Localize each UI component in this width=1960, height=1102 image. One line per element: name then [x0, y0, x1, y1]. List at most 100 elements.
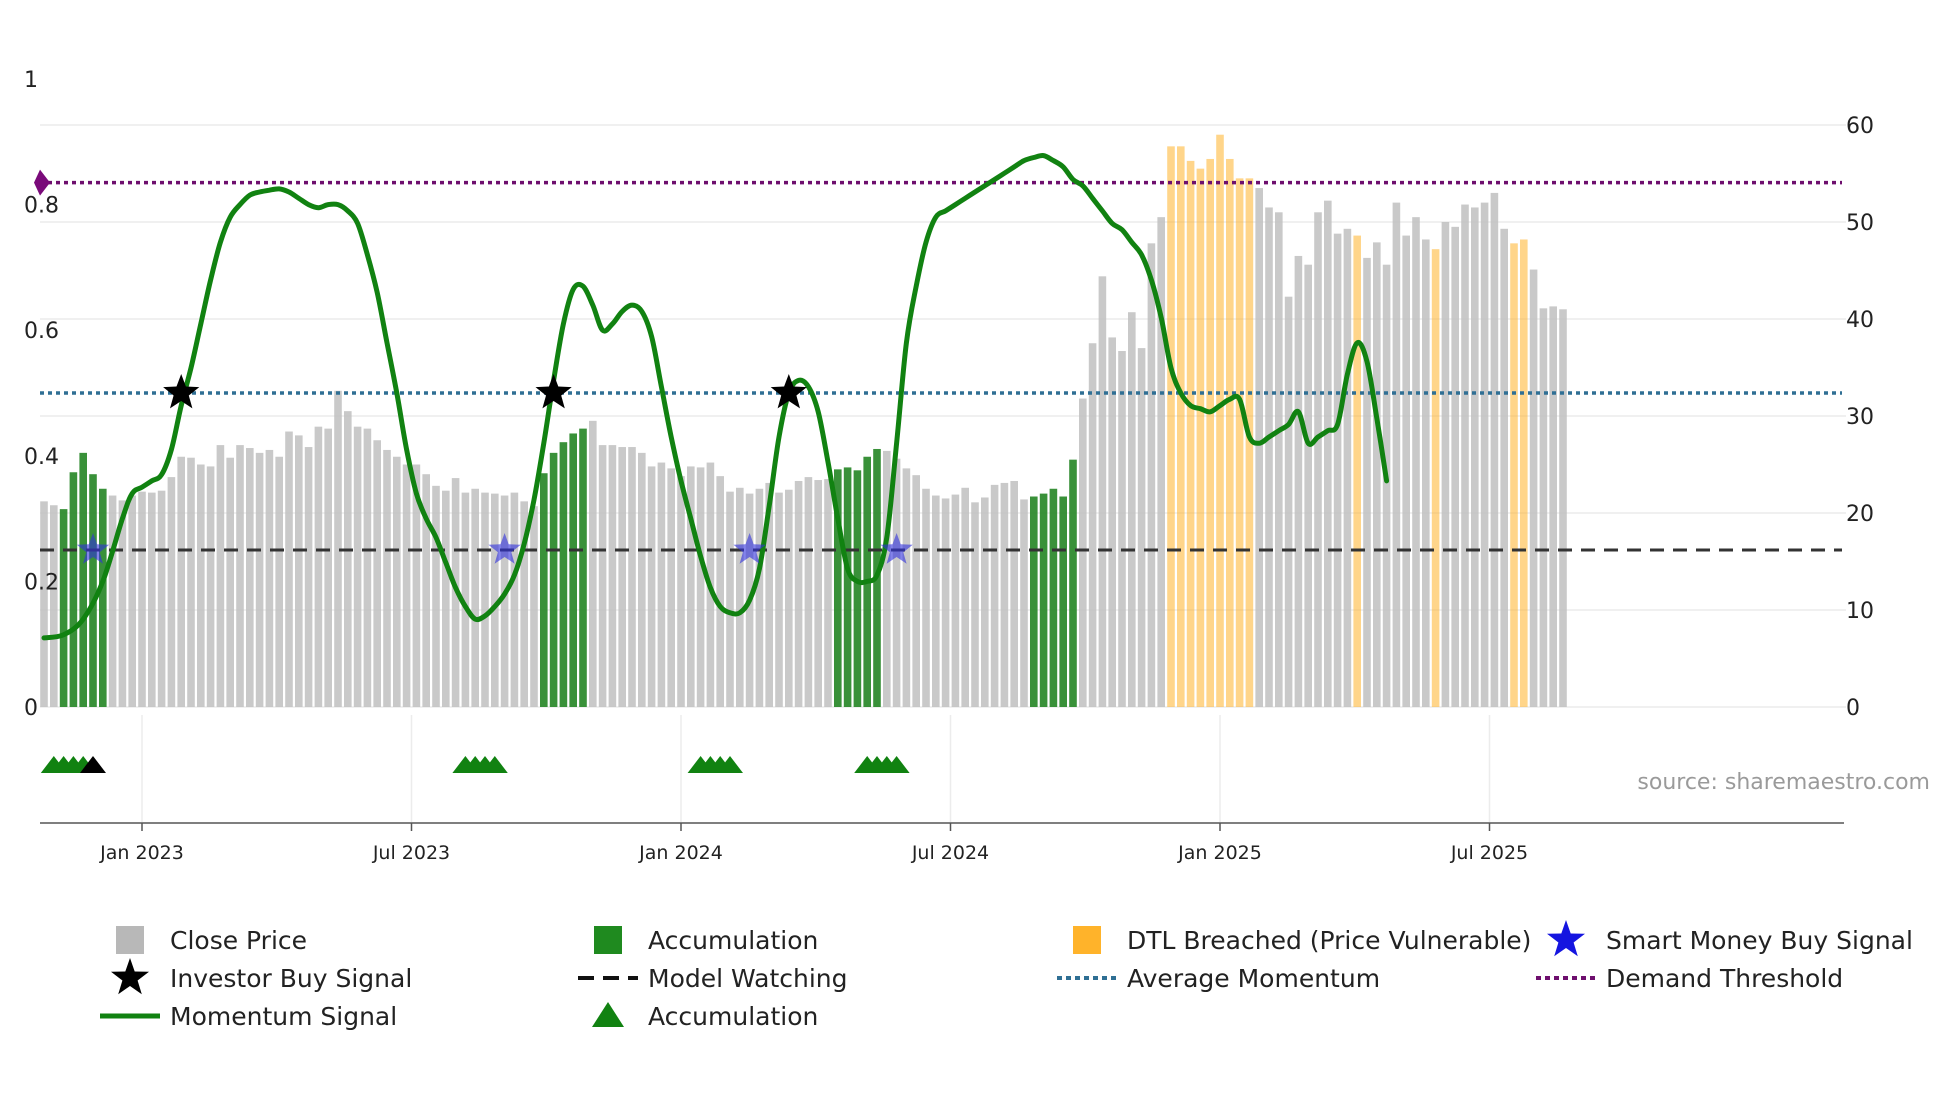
dtl-breached-bar: [1510, 243, 1518, 707]
close-price-bar: [442, 490, 450, 707]
accumulation-bar: [853, 470, 862, 707]
close-price-bar: [1324, 200, 1332, 707]
accumulation-bar: [99, 488, 107, 707]
close-price-bar: [1118, 351, 1126, 707]
dtl-breached-bar: [1206, 158, 1214, 707]
left-axis-tick-label: 0: [24, 696, 38, 721]
close-price-bar: [1294, 255, 1303, 707]
close-price-bar: [765, 482, 773, 707]
dtl-breached-bar: [1353, 235, 1361, 707]
close-price-bar: [794, 480, 803, 707]
close-price-bar: [696, 467, 705, 707]
close-price-bar: [814, 480, 822, 707]
close-price-bar: [1500, 228, 1508, 708]
close-price-bar: [824, 479, 832, 707]
legend-label: Model Watching: [648, 964, 848, 993]
close-price-bar: [285, 431, 293, 707]
legend-label: Accumulation: [648, 926, 818, 955]
close-price-bar: [1480, 202, 1489, 707]
dtl-breached-bar: [1520, 239, 1528, 707]
close-price-bar: [1000, 482, 1009, 707]
accumulation-bar: [89, 474, 97, 707]
close-price-bar: [422, 474, 430, 707]
close-price-bar: [785, 489, 793, 707]
close-price-bar: [912, 475, 920, 707]
close-price-bar: [1402, 235, 1410, 707]
right-axis-tick-label: 60: [1846, 114, 1874, 139]
accumulation-bar: [1069, 459, 1077, 707]
close-price-bar: [50, 505, 58, 707]
close-price-bar: [726, 491, 734, 707]
right-axis-tick-label: 30: [1846, 405, 1874, 430]
left-axis-tick-label: 0.4: [24, 445, 59, 470]
close-price-bar: [402, 464, 411, 707]
close-price-bar: [1255, 188, 1263, 708]
close-price-bar: [148, 492, 156, 707]
accumulation-bar: [1039, 493, 1048, 707]
dtl-breached-bar: [1196, 168, 1205, 707]
dtl-breached-bar: [1226, 158, 1234, 707]
close-price-bar: [941, 498, 950, 707]
close-price-bar: [353, 426, 362, 707]
close-price-bar: [755, 488, 764, 707]
close-price-bar: [1147, 243, 1156, 707]
close-price-bar: [1275, 212, 1283, 708]
dtl-breached-bar: [1216, 134, 1224, 707]
right-axis-tick-label: 50: [1846, 211, 1874, 236]
close-price-bar: [1461, 204, 1469, 708]
close-price-bar: [677, 476, 685, 707]
legend-triangle-icon: [592, 1002, 624, 1027]
close-price-bar: [432, 485, 440, 707]
source-label: source: sharemaestro.com: [1637, 770, 1930, 795]
investor-buy-star-icon: [770, 374, 807, 409]
investor-buy-star-icon: [535, 374, 572, 409]
right-axis-tick-label: 0: [1846, 696, 1860, 721]
right-axis-tick-label: 40: [1846, 308, 1874, 333]
legend-star-icon: [111, 958, 149, 995]
close-price-bar: [971, 502, 979, 707]
close-price-bar: [246, 448, 254, 707]
close-price-bar: [236, 445, 244, 707]
legend-label: Investor Buy Signal: [170, 964, 412, 993]
close-price-bar: [1441, 222, 1450, 707]
momentum-line: [41, 153, 1390, 641]
accumulation-bar: [834, 469, 842, 707]
smart-money-star-icon: [76, 533, 110, 564]
accumulation-bar: [843, 467, 852, 707]
close-price-bar: [1088, 343, 1097, 707]
legend-label: Momentum Signal: [170, 1002, 397, 1031]
accumulation-bar: [1049, 488, 1058, 707]
legend-star-icon: [1547, 920, 1585, 957]
close-price-bar: [804, 477, 813, 707]
close-price-bar: [393, 456, 401, 707]
close-price-bar: [1079, 398, 1087, 707]
close-price-bar: [667, 468, 675, 707]
close-price-bar: [1471, 207, 1479, 707]
close-price-bar: [177, 456, 185, 707]
close-price-bar: [108, 495, 117, 707]
accumulation-bar: [59, 509, 68, 707]
close-price-bar: [892, 458, 901, 707]
close-price-bar: [255, 452, 264, 707]
close-price-bar: [638, 452, 646, 707]
accumulation-bar: [1059, 496, 1067, 707]
close-price-bar: [1549, 306, 1557, 707]
close-price-bar: [951, 494, 960, 707]
right-axis-tick-label: 10: [1846, 599, 1874, 624]
close-price-bar: [138, 491, 146, 707]
accumulation-triangle-icon: [717, 756, 743, 773]
close-price-bar: [216, 445, 225, 707]
close-price-bar: [902, 468, 911, 707]
legend-label: DTL Breached (Price Vulnerable): [1127, 926, 1531, 955]
close-price-bar: [1559, 309, 1567, 707]
close-price-bar: [716, 476, 724, 707]
close-price-bar: [295, 435, 303, 707]
right-axis-tick-label: 20: [1846, 502, 1874, 527]
close-price-bar: [1098, 276, 1107, 707]
legend-label: Accumulation: [648, 1002, 818, 1031]
legend-label: Average Momentum: [1127, 964, 1380, 993]
close-price-bar: [118, 500, 127, 707]
close-price-bar: [265, 449, 274, 707]
close-price-bar: [922, 488, 930, 707]
